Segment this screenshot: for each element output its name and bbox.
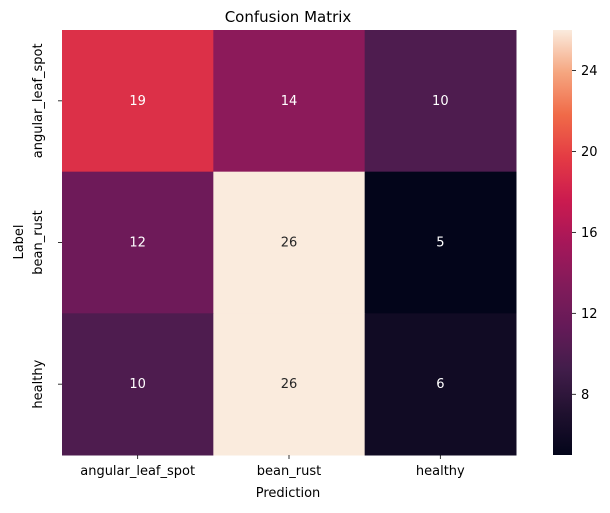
cell-value-label: 5 [436, 236, 444, 251]
chart-title: Confusion Matrix [225, 8, 352, 26]
colorbar-tick-label: 20 [581, 145, 598, 160]
x-tick-label: angular_leaf_spot [80, 464, 195, 479]
heatmap-cell [213, 30, 366, 173]
cell-annotations: 19 14 10 12 26 5 10 26 6 [129, 94, 448, 392]
colorbar-tick-label: 8 [581, 388, 589, 403]
heatmap-cell [213, 171, 366, 314]
colorbar [553, 30, 572, 455]
colorbar-tick-label: 12 [581, 307, 598, 322]
heatmap-cell [364, 313, 517, 456]
heatmap-cell [364, 30, 517, 173]
x-tick-label: healthy [416, 464, 465, 479]
x-axis-label: Prediction [256, 486, 321, 501]
y-tick-label: bean_rust [31, 210, 46, 274]
cell-value-label: 10 [432, 94, 449, 109]
colorbar-ticks: 8 12 16 20 24 [572, 64, 598, 403]
heatmap-cell [364, 171, 517, 314]
cell-value-label: 14 [281, 94, 298, 109]
y-tick-label: healthy [31, 359, 46, 408]
x-tick-label: bean_rust [257, 464, 321, 479]
cell-value-label: 26 [281, 377, 298, 392]
cell-value-label: 12 [129, 236, 146, 251]
heatmap-cell [213, 313, 366, 456]
heatmap-cell [62, 30, 214, 173]
cell-value-label: 10 [129, 377, 146, 392]
y-axis-label: Label [12, 224, 27, 259]
heatmap-cell [62, 171, 214, 314]
cell-value-label: 26 [281, 236, 298, 251]
colorbar-tick-label: 16 [581, 226, 598, 241]
cell-value-label: 6 [436, 377, 444, 392]
heatmap-cell [62, 313, 214, 456]
heatmap-cells [62, 30, 517, 456]
cell-value-label: 19 [129, 94, 146, 109]
y-tick-label: angular_leaf_spot [31, 43, 46, 158]
colorbar-tick-label: 24 [581, 64, 598, 79]
x-axis-ticks: angular_leaf_spot bean_rust healthy [80, 455, 465, 479]
